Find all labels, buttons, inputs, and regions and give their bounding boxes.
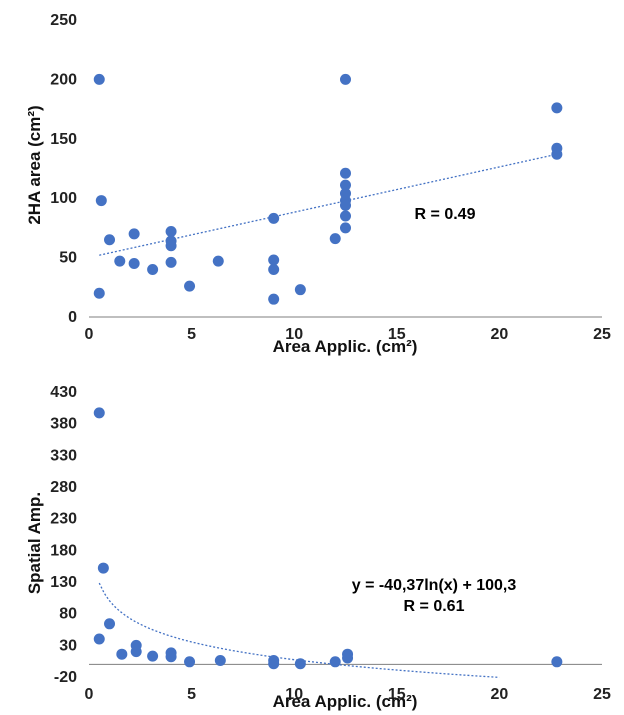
- data-point: [147, 650, 159, 662]
- y-tick-label: 230: [50, 511, 77, 528]
- data-point: [165, 240, 177, 252]
- data-point: [551, 148, 563, 160]
- x-tick-label: 0: [85, 686, 94, 703]
- data-point: [93, 633, 105, 645]
- data-point: [184, 280, 196, 292]
- y-axis-label: Spatial Amp.: [25, 492, 44, 594]
- y-tick-label: 430: [50, 384, 77, 401]
- data-point: [340, 199, 351, 211]
- data-point: [165, 256, 177, 268]
- x-axis-ticks: 0 5 10 15 20 25: [85, 326, 611, 343]
- data-point: [268, 293, 280, 305]
- data-point: [268, 254, 280, 266]
- data-point: [294, 658, 306, 670]
- x-tick-label: 10: [285, 326, 303, 343]
- data-point: [329, 233, 341, 245]
- y-tick-label: 130: [50, 574, 77, 591]
- y-tick-label: 330: [50, 447, 77, 464]
- x-axis-ticks: 0 5 10 15 20 25: [85, 686, 611, 703]
- x-tick-label: 15: [388, 686, 406, 703]
- chart-spatial-amp: 0 5 10 15 20 25 -203080130180230280330380430 …: [25, 384, 611, 711]
- y-tick-label: 30: [59, 637, 77, 654]
- data-point: [93, 287, 105, 299]
- data-point: [340, 179, 351, 191]
- y-tick-label: 180: [50, 542, 77, 559]
- data-point: [165, 225, 177, 237]
- y-axis-ticks: -20 30 80 130 180 230 280 330 380 430: [50, 384, 77, 686]
- data-point: [95, 195, 107, 207]
- data-point: [97, 562, 109, 574]
- data-point: [340, 222, 351, 234]
- data-point: [214, 655, 226, 667]
- equation-annotation: y = -40,37ln(x) + 100,3: [352, 577, 517, 594]
- trendline: [98, 582, 500, 679]
- data-point: [93, 73, 105, 85]
- x-axis-label: Area Applic. (cm²): [273, 692, 418, 711]
- x-tick-label: 5: [187, 326, 196, 343]
- y-tick-label: 0: [68, 309, 77, 326]
- x-tick-label: 25: [593, 686, 611, 703]
- data-point: [104, 618, 116, 630]
- data-point: [268, 263, 280, 275]
- y-tick-label: 80: [59, 606, 77, 623]
- data-point: [116, 648, 128, 660]
- data-point: [329, 656, 341, 668]
- y-tick-label: 250: [50, 12, 77, 29]
- data-point: [340, 167, 351, 179]
- y-tick-label: 380: [50, 416, 77, 433]
- data-point: [268, 658, 280, 670]
- data-point: [130, 646, 142, 658]
- y-axis-ticks: 0 50 100 150 200 250: [50, 12, 77, 326]
- data-point: [551, 102, 563, 114]
- x-tick-label: 25: [593, 326, 611, 343]
- x-tick-label: 20: [491, 686, 509, 703]
- y-tick-label: 200: [50, 71, 77, 88]
- x-axis-label: Area Applic. (cm²): [273, 337, 418, 356]
- data-point: [268, 212, 280, 224]
- data-point: [340, 210, 351, 222]
- chart-2ha-area: 0 5 10 15 20 25 0 50 100 150 200 250 Area Applic. …: [25, 12, 611, 356]
- x-tick-label: 20: [491, 326, 509, 343]
- correlation-annotation: R = 0.61: [404, 598, 465, 615]
- y-tick-label: 150: [50, 131, 77, 148]
- data-point: [340, 73, 351, 85]
- y-axis-label: 2HA area (cm²): [25, 105, 44, 224]
- data-point: [165, 651, 177, 663]
- y-tick-label: -20: [54, 669, 77, 686]
- data-point: [147, 263, 159, 275]
- data-point: [342, 652, 354, 664]
- data-point: [93, 407, 105, 419]
- correlation-annotation: R = 0.49: [415, 206, 476, 223]
- x-tick-label: 5: [187, 686, 196, 703]
- x-tick-label: 0: [85, 326, 94, 343]
- data-point: [294, 284, 306, 296]
- y-tick-label: 280: [50, 479, 77, 496]
- data-point: [128, 228, 140, 240]
- y-tick-label: 100: [50, 190, 77, 207]
- data-point: [128, 258, 140, 270]
- data-point: [104, 234, 116, 246]
- data-point: [212, 255, 224, 267]
- data-point: [114, 255, 126, 267]
- data-point: [551, 656, 563, 668]
- y-tick-label: 50: [59, 250, 77, 267]
- data-point: [184, 656, 196, 668]
- x-tick-label: 10: [285, 686, 303, 703]
- x-tick-label: 15: [388, 326, 406, 343]
